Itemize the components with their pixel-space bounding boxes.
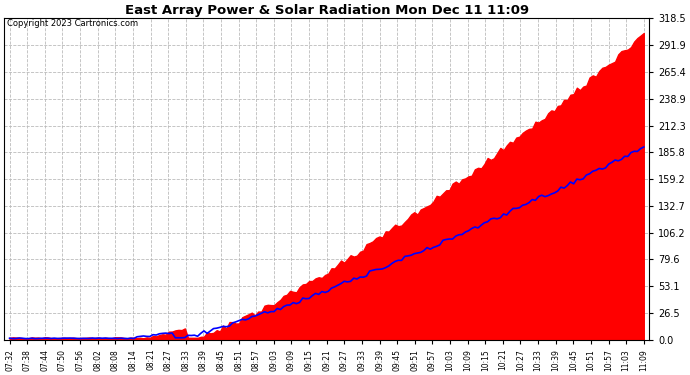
Text: Copyright 2023 Cartronics.com: Copyright 2023 Cartronics.com [7, 19, 138, 28]
Title: East Array Power & Solar Radiation Mon Dec 11 11:09: East Array Power & Solar Radiation Mon D… [125, 4, 529, 17]
